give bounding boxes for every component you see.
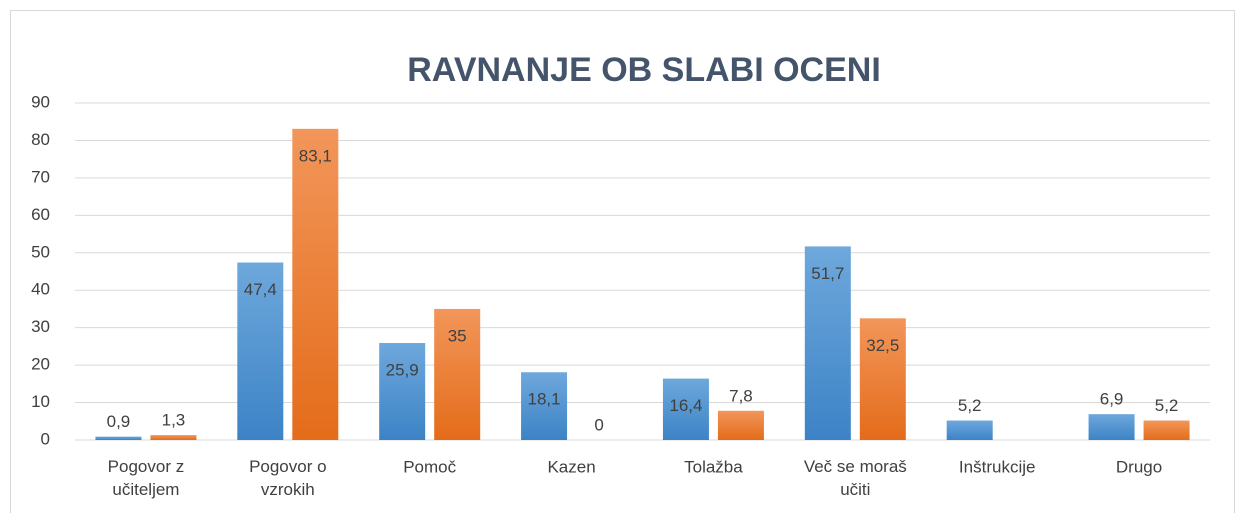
bar	[859, 318, 906, 440]
bar	[946, 420, 993, 440]
bar	[1088, 414, 1135, 440]
y-tick-label: 80	[31, 130, 50, 149]
data-label: 6,9	[1100, 390, 1124, 409]
data-label: 5,2	[1155, 396, 1179, 415]
y-tick-label: 10	[31, 392, 50, 411]
bar	[1143, 420, 1190, 440]
bar	[95, 436, 142, 440]
data-label: 7,8	[729, 386, 753, 405]
bar	[434, 308, 481, 440]
bar	[717, 410, 764, 440]
y-tick-label: 30	[31, 317, 50, 336]
x-tick-label: Drugo	[1116, 457, 1162, 476]
bar	[237, 262, 284, 440]
data-label: 47,4	[244, 280, 277, 299]
x-tick-label: Inštrukcije	[959, 457, 1036, 476]
x-tick-label: Tolažba	[684, 457, 743, 476]
data-label: 5,2	[958, 396, 982, 415]
y-tick-label: 0	[41, 429, 50, 448]
data-label: 32,5	[866, 336, 899, 355]
bar	[521, 372, 568, 440]
data-label: 35	[448, 326, 467, 345]
y-tick-label: 60	[31, 205, 50, 224]
chart-border	[10, 10, 1235, 518]
y-tick-label: 40	[31, 280, 50, 299]
x-tick-label: Kazen	[547, 457, 595, 476]
data-label: 18,1	[528, 390, 561, 409]
bar	[150, 435, 197, 440]
chart-title: RAVNANJE OB SLABI OCENI	[407, 51, 881, 89]
data-label: 51,7	[811, 264, 844, 283]
data-label: 0,9	[107, 412, 131, 431]
data-label: 25,9	[386, 361, 419, 380]
data-label: 0	[594, 415, 603, 434]
data-label: 83,1	[299, 146, 332, 165]
y-tick-label: 70	[31, 167, 50, 186]
bar	[292, 128, 339, 440]
data-label: 1,3	[162, 411, 186, 430]
bar	[662, 378, 709, 440]
bar	[379, 343, 426, 440]
x-tick-label: Več se moraš učiti	[804, 457, 907, 499]
x-tick-label: Pogovor z učiteljem	[108, 457, 185, 499]
x-tick-label: Pomoč	[403, 457, 456, 476]
bar	[804, 246, 851, 440]
y-tick-label: 90	[31, 92, 50, 111]
data-label: 16,4	[669, 396, 702, 415]
y-tick-label: 50	[31, 242, 50, 261]
y-tick-label: 20	[31, 355, 50, 374]
x-tick-label: Pogovor o vzrokih	[249, 457, 327, 499]
